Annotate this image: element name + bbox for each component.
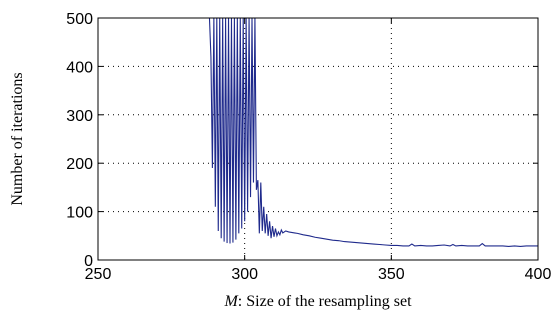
tick-labels: 250 300 350 400 0 100 200 300 400 500 xyxy=(66,11,551,283)
series-line-0 xyxy=(98,17,538,248)
grid-lines xyxy=(98,18,538,260)
y-axis-label: Number of iterations xyxy=(9,72,26,205)
y-tick-label-0: 0 xyxy=(84,253,93,270)
tick-marks xyxy=(97,17,539,261)
plot-frame xyxy=(97,17,539,261)
x-tick-label-350: 350 xyxy=(378,266,405,283)
x-axis-label-math: M xyxy=(223,293,239,310)
x-axis-label-text: : Size of the resampling set xyxy=(238,293,412,310)
x-tick-label-250: 250 xyxy=(85,266,112,283)
y-tick-label-200: 200 xyxy=(66,156,93,173)
x-tick-label-300: 300 xyxy=(231,266,258,283)
y-tick-label-400: 400 xyxy=(66,59,93,76)
y-tick-label-100: 100 xyxy=(66,205,93,222)
y-tick-label-300: 300 xyxy=(66,108,93,125)
x-axis-label: M: Size of the resampling set xyxy=(223,293,412,310)
series-layer xyxy=(98,17,538,248)
y-tick-label-500: 500 xyxy=(66,11,93,28)
x-tick-label-400: 400 xyxy=(525,266,552,283)
